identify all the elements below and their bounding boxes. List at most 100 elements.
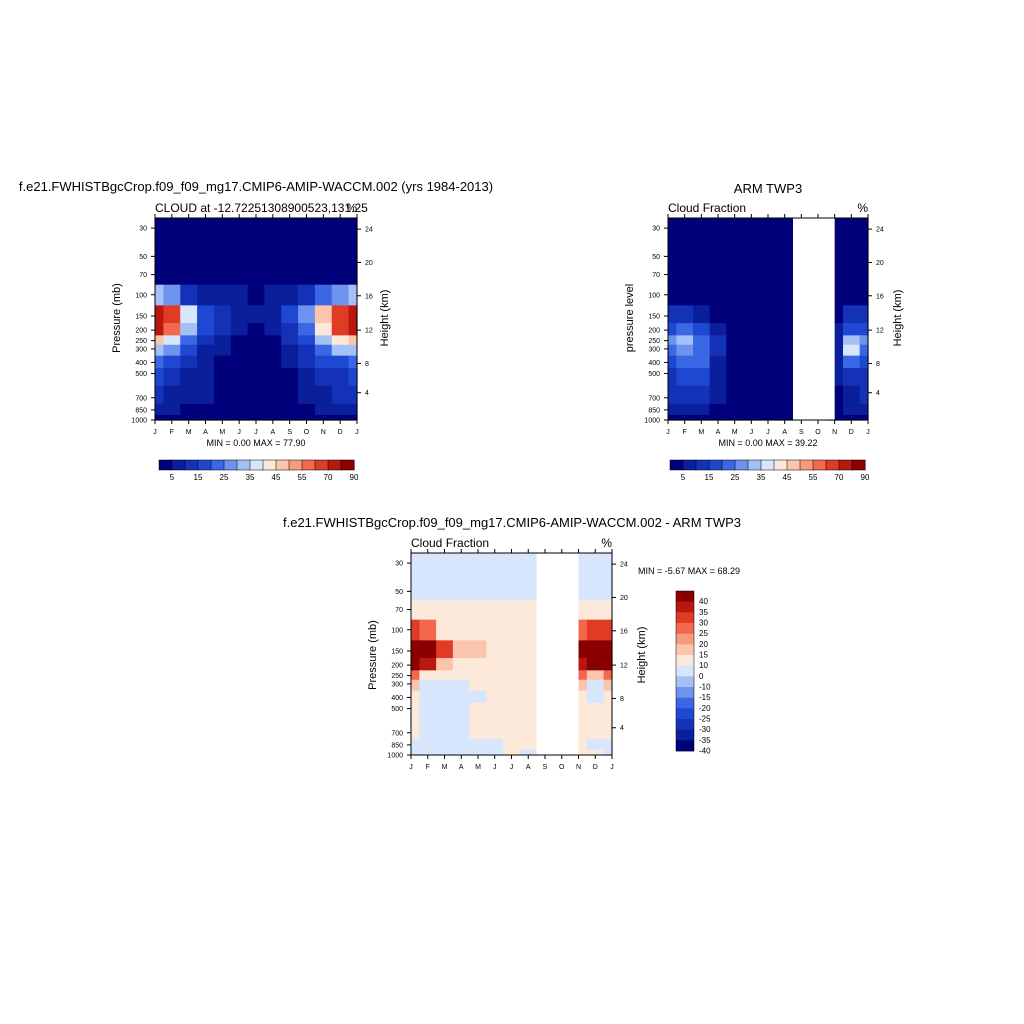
colorbar-swatch xyxy=(721,459,736,471)
colorbar-label: 5 xyxy=(170,473,175,482)
heatmap-cell xyxy=(281,305,299,324)
panel-diff: f.e21.FWHISTBgcCrop.f09_f09_mg17.CMIP6-A… xyxy=(283,515,741,771)
x-tick-label: J xyxy=(766,429,770,436)
y-tick-label-right: 12 xyxy=(365,328,373,335)
heatmap-cell xyxy=(298,242,316,267)
heatmap-cell xyxy=(197,335,215,346)
heatmap-cell xyxy=(570,670,588,681)
heatmap-cell xyxy=(264,265,282,286)
heatmap-cell xyxy=(586,738,605,751)
heatmap-cell xyxy=(314,218,333,243)
heatmap-cell xyxy=(419,640,437,659)
heatmap-cell xyxy=(213,414,232,421)
x-tick-label: N xyxy=(321,429,326,436)
heatmap-cell xyxy=(452,619,471,641)
heatmap-cell xyxy=(776,242,794,267)
heatmap-cell xyxy=(331,403,350,416)
colorbar-label: 35 xyxy=(246,473,255,482)
y-tick-label-right: 8 xyxy=(365,361,369,368)
heatmap-cell xyxy=(197,403,215,416)
heatmap-cell xyxy=(314,344,333,357)
heatmap-cell xyxy=(759,242,777,267)
heatmap-cell xyxy=(348,355,358,369)
heatmap-cell xyxy=(155,344,165,357)
heatmap-cell xyxy=(247,344,266,357)
heatmap-cell xyxy=(668,403,677,416)
missing-data-band xyxy=(801,218,835,420)
heatmap-cell xyxy=(411,577,420,602)
heatmap-cell xyxy=(180,355,198,369)
colorbar-label: -10 xyxy=(699,683,711,692)
x-tick-label: J xyxy=(510,764,514,771)
heatmap-cell xyxy=(676,323,694,336)
y-tick-label: 100 xyxy=(648,292,660,299)
heatmap-cell xyxy=(603,658,613,671)
colorbar-swatch xyxy=(676,612,694,624)
heatmap-cell xyxy=(826,403,844,416)
heatmap-cell xyxy=(486,600,504,621)
heatmap-cell xyxy=(726,344,744,357)
y-tick-label: 300 xyxy=(648,346,660,353)
heatmap-cell xyxy=(314,385,333,405)
heatmap-cell xyxy=(436,670,454,681)
heatmap-cell xyxy=(247,367,266,387)
colorbar-swatch xyxy=(676,633,694,645)
heatmap-cell xyxy=(452,670,471,681)
x-tick-label: M xyxy=(186,429,192,436)
colorbar-swatch xyxy=(314,459,329,471)
heatmap-cell xyxy=(419,679,437,692)
heatmap-cell xyxy=(281,242,299,267)
heatmap-cell xyxy=(469,577,487,602)
heatmap-cell xyxy=(264,284,282,306)
colorbar-swatch xyxy=(210,459,225,471)
heatmap-cell xyxy=(247,335,266,346)
colorbar-swatch xyxy=(760,459,775,471)
heatmap-cell xyxy=(155,367,165,387)
heatmap-cell xyxy=(419,702,437,722)
heatmap-cell xyxy=(676,367,694,387)
colorbar-label: 15 xyxy=(705,473,714,482)
heatmap-cell xyxy=(519,738,538,751)
heatmap-cell xyxy=(163,335,181,346)
heatmap-cell xyxy=(348,344,358,357)
heatmap-cell xyxy=(668,284,677,306)
heatmap-cell xyxy=(436,619,454,641)
heatmap-cell xyxy=(331,385,350,405)
heatmap-cell xyxy=(163,284,181,306)
x-tick-label: J xyxy=(237,429,241,436)
heatmap-cell xyxy=(331,367,350,387)
heatmap-cell xyxy=(180,323,198,336)
y-tick-label: 50 xyxy=(652,254,660,261)
heatmap-cell xyxy=(230,323,249,336)
heatmap-cell xyxy=(281,323,299,336)
x-tick-label: D xyxy=(593,764,598,771)
heatmap-cell xyxy=(436,600,454,621)
heatmap-cell xyxy=(298,385,316,405)
heatmap-cell xyxy=(230,344,249,357)
heatmap-cell xyxy=(859,355,869,369)
heatmap-cell xyxy=(726,242,744,267)
heatmap-cell xyxy=(197,367,215,387)
heatmap-cell xyxy=(486,679,504,692)
heatmap-cell xyxy=(331,355,350,369)
y-tick-label-right: 24 xyxy=(620,562,628,569)
heatmap-cell xyxy=(726,367,744,387)
heatmap-cell xyxy=(743,323,761,336)
y-tick-label: 50 xyxy=(139,254,147,261)
heatmap-cell xyxy=(843,242,861,267)
y-tick-label-right: 16 xyxy=(876,293,884,300)
panel-diff-ylabel-right: Height (km) xyxy=(636,627,648,684)
heatmap-cell xyxy=(281,284,299,306)
colorbar-swatch xyxy=(158,459,173,471)
heatmap-cell xyxy=(264,323,282,336)
heatmap-cell xyxy=(411,749,420,756)
y-tick-label-right: 20 xyxy=(620,595,628,602)
heatmap-cell xyxy=(503,738,521,751)
heatmap-cell xyxy=(298,414,316,421)
heatmap-cell xyxy=(436,577,454,602)
heatmap-cell xyxy=(859,403,869,416)
heatmap-cell xyxy=(709,284,727,306)
heatmap-cell xyxy=(709,367,727,387)
panel-diff-stats: MIN = -5.67 MAX = 68.29 xyxy=(638,566,740,576)
